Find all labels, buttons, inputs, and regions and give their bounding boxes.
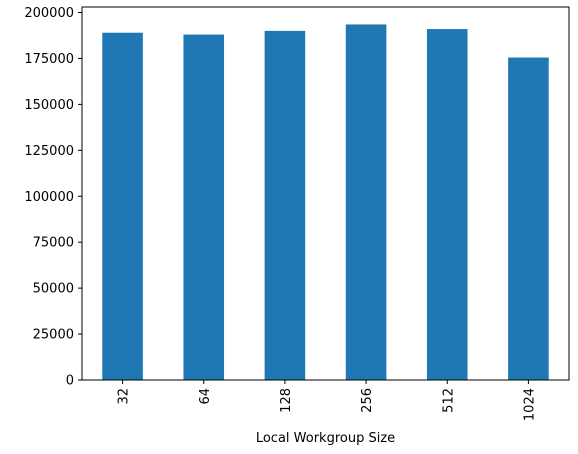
bars-group (102, 24, 549, 381)
y-axis: 0 25000 50000 75000 100000 125000 150000 175000… (24, 6, 82, 389)
x-tick-label: 256 (360, 388, 375, 413)
y-tick-label: 0 (66, 374, 74, 389)
x-tick-label: 1024 (522, 388, 537, 421)
y-tick-label: 100000 (24, 190, 74, 205)
x-tick-label: 64 (198, 388, 213, 405)
plot-frame (81, 6, 570, 381)
y-tick-label: 50000 (33, 282, 74, 297)
bar-64 (183, 34, 225, 380)
y-tick-label: 125000 (24, 144, 74, 159)
x-axis-label: Local Workgroup Size (256, 431, 395, 446)
x-tick-label: 32 (117, 388, 132, 405)
y-tick-label: 25000 (33, 328, 74, 343)
x-axis: 32 64 128 256 512 1024 (117, 380, 537, 421)
y-tick-label: 175000 (24, 52, 74, 67)
bar-128 (264, 30, 306, 381)
y-tick-label: 75000 (33, 236, 74, 251)
x-tick-label: 512 (441, 388, 456, 413)
y-tick-label: 200000 (24, 6, 74, 21)
bar-256 (345, 24, 387, 381)
y-tick-label: 150000 (24, 98, 74, 113)
x-tick-label: 128 (279, 388, 294, 413)
bar-512 (426, 29, 468, 381)
bar-32 (102, 32, 143, 381)
bar-1024 (508, 57, 549, 381)
